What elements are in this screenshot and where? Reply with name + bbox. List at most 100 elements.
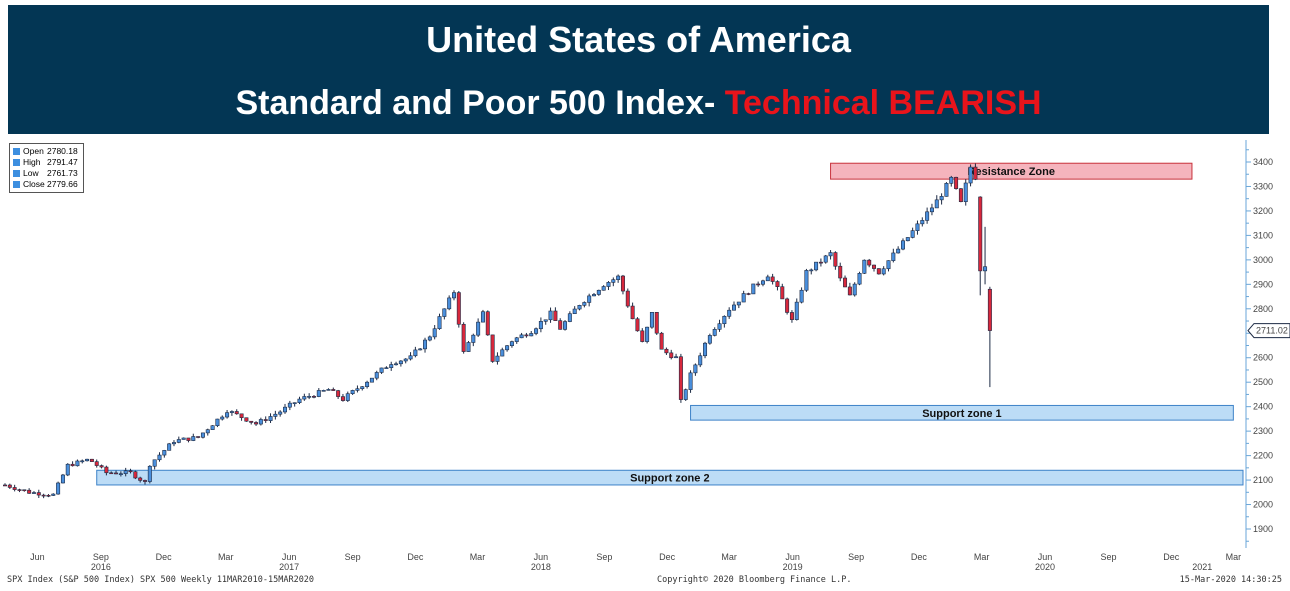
candle-body [688, 372, 693, 390]
footer-copyright: Copyright© 2020 Bloomberg Finance L.P. [657, 575, 852, 585]
candle-body [876, 268, 881, 275]
candle-body [80, 460, 85, 463]
x-tick-label: Jun [785, 552, 800, 562]
candle-body [384, 367, 389, 369]
candle-body [727, 309, 732, 317]
candle-body [770, 276, 775, 282]
y-tick-label: 2400 [1253, 402, 1273, 412]
candle-body [954, 176, 959, 189]
candle-body [229, 411, 234, 413]
candle-body [780, 286, 785, 300]
x-tick-label: Dec [911, 552, 928, 562]
last-price-tag [1247, 323, 1290, 339]
candle-body [413, 349, 418, 357]
candle-body [403, 358, 408, 362]
candle-body [51, 493, 56, 496]
candle-body [167, 443, 172, 451]
chart-subtitle: Standard and Poor 500 Index- Technical B… [8, 84, 1269, 123]
candle-body [360, 386, 365, 390]
candle-body [138, 477, 143, 481]
candle-body [592, 294, 596, 297]
candle-body [789, 312, 794, 320]
candle-body [645, 326, 650, 342]
candle-body [678, 356, 683, 400]
candle-body [147, 465, 152, 482]
candle-body [3, 484, 7, 487]
candle-body [456, 292, 461, 325]
candle-body [963, 182, 968, 202]
candle-body [162, 450, 167, 456]
ohlc-low-value: 2761.73 [47, 168, 78, 178]
candle-body [452, 292, 456, 299]
candle-body [283, 406, 288, 413]
candle-body [297, 398, 302, 403]
y-tick-label: 2800 [1253, 304, 1273, 314]
candle-body [828, 252, 833, 257]
x-tick-label: Dec [659, 552, 676, 562]
candle-body [85, 458, 90, 462]
footer-timestamp: 15-Mar-2020 14:30:25 [1179, 575, 1282, 585]
candle-body [534, 328, 539, 334]
candle-body [128, 470, 133, 473]
candle-body [620, 275, 625, 292]
candle-body [350, 390, 355, 395]
candle-body [239, 413, 244, 419]
candle-body [109, 472, 114, 475]
candle-body [509, 341, 514, 346]
candle-body [143, 480, 147, 482]
y-tick-label: 3200 [1253, 206, 1273, 216]
candle-body [31, 492, 36, 494]
candle-body [485, 311, 490, 336]
candle-body [635, 318, 640, 332]
candle-body [461, 323, 466, 352]
candle-body [939, 196, 944, 201]
footer-source: SPX Index (S&P 500 Index) SPX 500 Weekly… [7, 575, 315, 585]
candle-body [722, 315, 727, 325]
candle-body [210, 425, 215, 430]
candle-body [215, 418, 220, 426]
x-tick-label: Mar [470, 552, 486, 562]
candle-body [273, 413, 278, 417]
candle-body [577, 305, 582, 310]
candle-body [814, 261, 819, 271]
x-year-label: 2018 [531, 562, 551, 572]
candle-body [707, 335, 712, 344]
candle-body [857, 273, 862, 285]
candle-body [365, 381, 370, 387]
candle-body [563, 321, 568, 330]
candle-body [896, 248, 901, 254]
candle-body [968, 166, 973, 184]
candle-body [823, 255, 828, 263]
x-tick-label: Sep [93, 552, 109, 562]
candle-body [287, 402, 292, 408]
y-tick-label: 2500 [1253, 377, 1273, 387]
candle-body [345, 393, 350, 401]
candle-body [843, 277, 848, 288]
title-banner: United States of America Standard and Po… [8, 5, 1269, 134]
candle-body [558, 320, 563, 330]
candle-body [616, 275, 621, 280]
legend-swatch-icon [13, 148, 20, 155]
ohlc-high-row: High 2791.47 [13, 157, 80, 168]
candle-body [171, 442, 176, 445]
candle-body [847, 286, 852, 296]
candle-body [355, 388, 360, 391]
candle-body [278, 411, 283, 415]
candle-body [36, 492, 41, 496]
candle-body [775, 281, 780, 287]
candle-body [65, 463, 70, 476]
candle-body [983, 266, 988, 272]
candle-body [258, 419, 263, 425]
y-tick-label: 2200 [1253, 451, 1273, 461]
candle-body [674, 356, 679, 359]
candle-body [862, 259, 867, 274]
candle-body [900, 240, 905, 250]
candle-body [442, 308, 447, 317]
candle-body [867, 259, 872, 266]
candle-body [548, 310, 553, 321]
candle-body [949, 176, 954, 184]
candle-body [480, 311, 485, 323]
x-tick-label: Jun [534, 552, 549, 562]
ohlc-high-label: High [23, 157, 41, 167]
candle-body [538, 321, 543, 330]
